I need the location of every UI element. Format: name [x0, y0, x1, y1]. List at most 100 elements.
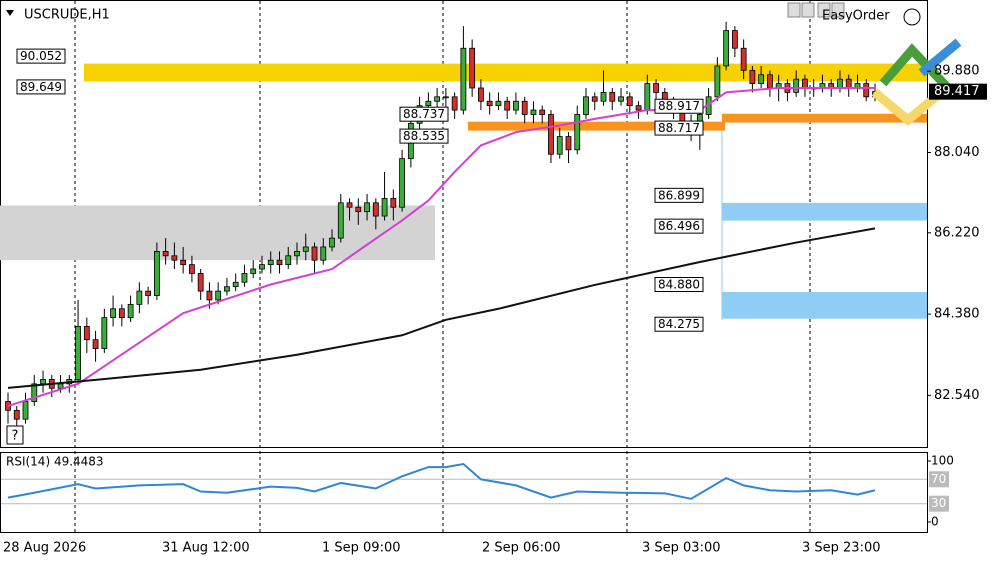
candle-body	[574, 114, 581, 151]
zone-label-box	[16, 48, 66, 64]
candle-body	[224, 286, 230, 292]
zone-label: 86.496	[658, 219, 700, 233]
candle-body	[399, 158, 405, 208]
candle-body	[723, 30, 730, 67]
candle-body	[802, 78, 808, 89]
rsi-line	[7, 462, 876, 500]
candle-body	[434, 96, 441, 102]
candle-body	[127, 303, 134, 319]
candle-body	[653, 83, 659, 93]
rsi-panel	[0, 452, 928, 533]
candle-body	[863, 83, 870, 98]
candle-body	[57, 383, 64, 389]
candle-body	[215, 290, 222, 301]
candle-body	[75, 326, 81, 380]
candle-body	[556, 136, 563, 155]
zone-label-box	[654, 187, 704, 203]
candle-body	[337, 202, 344, 239]
x-tick-label: 1 Sep 09:00	[322, 541, 401, 556]
candle-body	[302, 246, 309, 252]
candle-body	[110, 308, 116, 319]
help-box[interactable]	[6, 425, 24, 445]
candle-body	[294, 250, 300, 257]
zone-label-box	[654, 218, 704, 234]
candle-body	[13, 409, 20, 420]
candle-body	[189, 264, 195, 274]
candle-body	[92, 339, 99, 349]
y-tick-label: 82.540	[934, 388, 980, 403]
rsi-level-box	[929, 495, 949, 512]
symbol-title: USCRUDE,H1	[24, 8, 110, 23]
zone-label: 90.052	[20, 49, 62, 63]
x-tick-label: 3 Sep 23:00	[802, 541, 881, 556]
candle-body	[460, 47, 467, 111]
candle-body	[845, 78, 852, 89]
candle-body	[442, 96, 449, 99]
candle-body	[355, 206, 362, 213]
y-tick-label: 88.040	[934, 145, 980, 160]
rsi-tick-label: 30	[931, 496, 946, 510]
candle-body	[530, 109, 537, 115]
moving-average	[7, 227, 876, 389]
plot: 90.052 89.649 88.737 88.535 88.917 88.717 86.8…	[0, 21, 927, 433]
zone-label-box	[399, 128, 449, 144]
candle-body	[644, 83, 651, 111]
candle-body	[40, 379, 46, 385]
candle-body	[267, 259, 274, 266]
rsi-tick-label: 100	[931, 454, 954, 468]
zone-label: 89.649	[20, 80, 62, 94]
zone-label: 84.880	[658, 278, 700, 292]
zone-label: 84.275	[658, 317, 700, 331]
x-tick-label: 28 Aug 2026	[3, 541, 86, 556]
candle-body	[469, 47, 476, 89]
candle-body	[635, 105, 642, 111]
candle-body	[486, 100, 493, 107]
zone	[0, 205, 435, 261]
x-tick-label: 3 Sep 03:00	[642, 541, 721, 556]
zone	[84, 63, 927, 82]
candle-body	[600, 92, 607, 102]
candle-body	[171, 255, 178, 261]
candle-body	[513, 100, 519, 111]
candle-body	[241, 273, 248, 283]
rsi-level-box	[929, 471, 949, 488]
rsi-tick-label: 70	[931, 472, 946, 486]
help[interactable]: ?	[12, 429, 19, 444]
rsi-tick-label: 0	[931, 515, 939, 529]
zone-label: 88.717	[658, 121, 700, 135]
zone	[722, 292, 927, 319]
moving-average	[7, 86, 875, 407]
candle-body	[311, 246, 318, 261]
candle-body	[118, 308, 125, 319]
zone-label: 88.917	[658, 99, 700, 113]
candle-body	[381, 197, 388, 217]
candle-body	[548, 114, 554, 155]
candle-body	[162, 250, 169, 257]
x-tick-label: 31 Aug 12:00	[162, 541, 250, 556]
candle-body	[31, 383, 38, 402]
zone-label-box	[654, 316, 704, 332]
candle-body	[749, 69, 756, 84]
candle-body	[83, 326, 90, 341]
candle-body	[451, 96, 458, 111]
zone-label-box	[654, 120, 704, 136]
candle-body	[320, 246, 327, 261]
candle-body	[136, 290, 143, 305]
x-tick-label: 2 Sep 06:00	[482, 541, 561, 556]
rsi-label: RSI(14) 49.4483	[6, 455, 104, 469]
zone	[722, 202, 927, 221]
zone-label-box	[399, 106, 449, 122]
easy-order[interactable]: EasyOrder	[822, 9, 890, 24]
candle-body	[793, 78, 800, 93]
candle-body	[346, 202, 353, 208]
candle-body	[758, 74, 765, 84]
candle-body	[767, 74, 773, 89]
zone-label: 86.899	[658, 188, 700, 202]
candle-body	[618, 96, 624, 102]
candle-body	[232, 281, 239, 288]
zone-label-box	[654, 277, 704, 293]
zone-label-box	[654, 98, 704, 114]
toolbar: EasyOrder	[787, 2, 921, 26]
candle-body	[22, 401, 29, 420]
y-tick-label: 86.220	[934, 225, 980, 240]
